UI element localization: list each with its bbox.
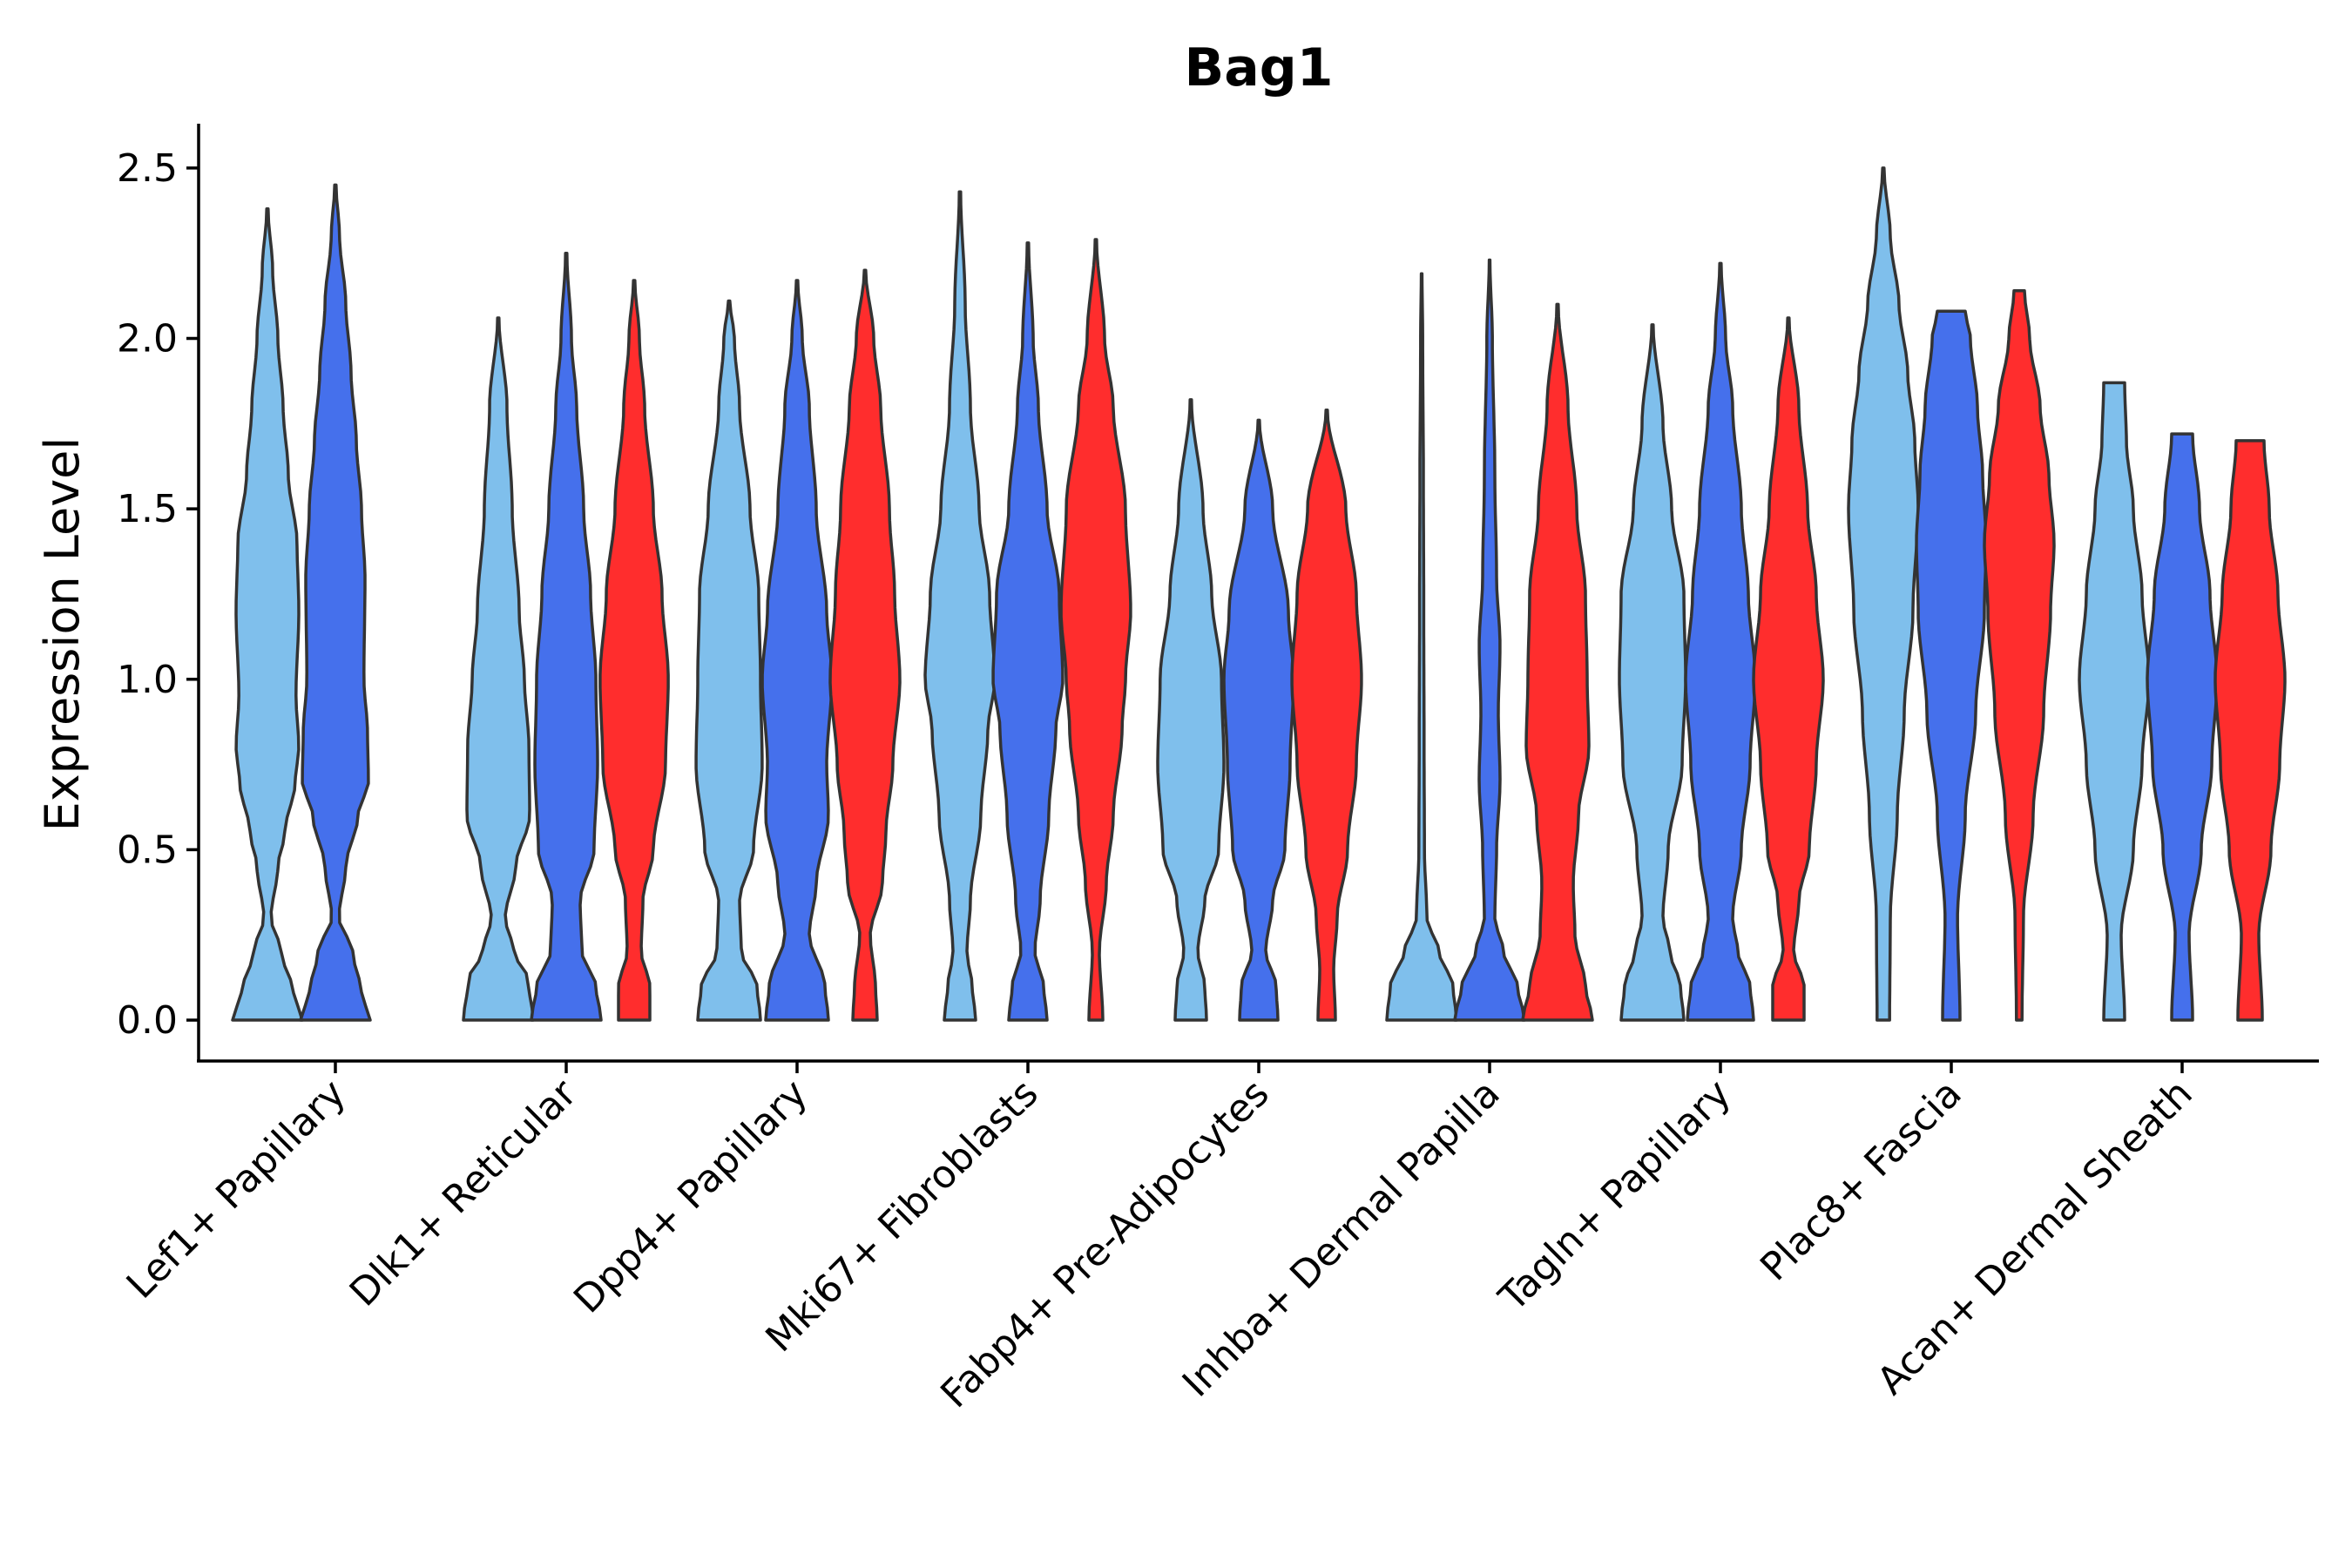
y-tick-label: 0.0: [117, 998, 178, 1043]
violin-dlk1-reticular-series-1: [462, 316, 535, 1022]
violin-layer: [231, 166, 2287, 1022]
violin-dlk1-reticular-series-3: [598, 279, 670, 1022]
violin-acan-dermal-sheath-series-3: [2213, 439, 2287, 1022]
violin-lef1-papillary-series-2: [299, 183, 372, 1022]
x-tick-label-tagln-papillary: Tagln+ Papillary: [1490, 1071, 1740, 1321]
violin-inhba-dermal-papilla-series-1: [1385, 272, 1458, 1022]
violin-dpp4-papillary-series-3: [828, 268, 902, 1022]
violin-acan-dermal-sheath-series-2: [2146, 432, 2219, 1022]
x-tick-label-lef1-papillary: Lef1+ Papillary: [118, 1071, 355, 1308]
violin-lef1-papillary-series-1: [231, 207, 304, 1022]
violin-fabp4-pre-adipocytes-series-3: [1290, 408, 1363, 1022]
x-tick-label-dpp4-papillary: Dpp4+ Papillary: [565, 1071, 816, 1322]
violin-plac8-fascia-series-2: [1915, 309, 1988, 1022]
violin-mki67-fibroblasts-series-1: [923, 190, 997, 1022]
y-tick-label: 0.5: [117, 828, 178, 872]
violin-tagln-papillary-series-3: [1752, 316, 1825, 1022]
violin-tagln-papillary-series-1: [1618, 323, 1687, 1022]
y-tick-label: 1.0: [117, 658, 178, 702]
x-tick-label-plac8-fascia: Plac8+ Fascia: [1752, 1071, 1970, 1290]
violin-fabp4-pre-adipocytes-series-2: [1222, 418, 1295, 1022]
y-tick-label: 2.0: [117, 317, 178, 362]
violin-dlk1-reticular-series-2: [530, 251, 603, 1022]
y-tick-label: 2.5: [117, 146, 178, 191]
violin-tagln-papillary-series-2: [1684, 261, 1757, 1022]
violin-mki67-fibroblasts-series-2: [991, 241, 1064, 1022]
y-tick-label: 1.5: [117, 487, 178, 531]
x-tick-label-dlk1-reticular: Dlk1+ Reticular: [341, 1071, 586, 1315]
violin-plac8-fascia-series-1: [1847, 166, 1920, 1022]
violin-inhba-dermal-papilla-series-2: [1453, 258, 1526, 1022]
y-axis-label: Expression Level: [35, 437, 90, 832]
violin-inhba-dermal-papilla-series-3: [1521, 302, 1594, 1022]
violin-dpp4-papillary-series-2: [760, 279, 834, 1022]
y-ticks: 0.0 0.5 1.0 1.5 2.0 2.5: [117, 146, 199, 1043]
violin-plac8-fascia-series-3: [1983, 288, 2056, 1022]
violin-dpp4-papillary-series-1: [694, 299, 764, 1022]
violin-mki67-fibroblasts-series-3: [1059, 238, 1132, 1022]
violin-fabp4-pre-adipocytes-series-1: [1156, 398, 1226, 1022]
chart-title: Bag1: [1185, 37, 1334, 98]
violin-acan-dermal-sheath-series-1: [2078, 381, 2151, 1022]
